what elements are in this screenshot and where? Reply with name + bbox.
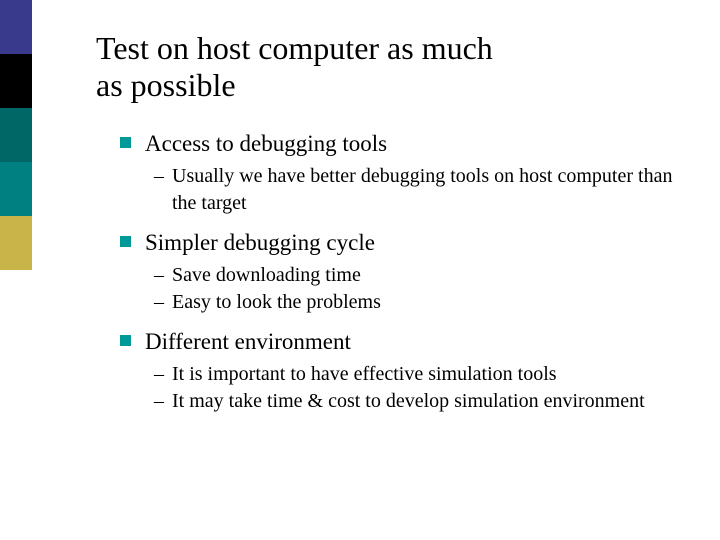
sub-text: Easy to look the problems xyxy=(172,289,381,316)
sidebar-stripe xyxy=(0,162,32,216)
sub-list: –It is important to have effective simul… xyxy=(120,361,696,415)
bullet-item: Simpler debugging cycle –Save downloading… xyxy=(120,227,696,316)
slide-title: Test on host computer as much as possibl… xyxy=(96,30,696,104)
sub-text: Save downloading time xyxy=(172,262,361,289)
bullet-row: Access to debugging tools xyxy=(120,128,696,159)
sidebar-stripe xyxy=(0,216,32,270)
dash-icon: – xyxy=(154,262,164,289)
dash-icon: – xyxy=(154,361,164,388)
bullet-row: Simpler debugging cycle xyxy=(120,227,696,258)
sub-text: Usually we have better debugging tools o… xyxy=(172,163,696,217)
sub-list: –Save downloading time–Easy to look the … xyxy=(120,262,696,316)
square-bullet-icon xyxy=(120,335,131,346)
sub-item: –Easy to look the problems xyxy=(154,289,696,316)
square-bullet-icon xyxy=(120,236,131,247)
dash-icon: – xyxy=(154,163,164,217)
sub-item: –Usually we have better debugging tools … xyxy=(154,163,696,217)
slide-content: Test on host computer as much as possibl… xyxy=(96,30,696,425)
square-bullet-icon xyxy=(120,137,131,148)
sidebar-stripes xyxy=(0,0,32,540)
bullet-text: Different environment xyxy=(145,326,351,357)
bullet-item: Access to debugging tools –Usually we hav… xyxy=(120,128,696,217)
bullet-item: Different environment –It is important to… xyxy=(120,326,696,415)
sub-text: It is important to have effective simula… xyxy=(172,361,557,388)
sidebar-stripe xyxy=(0,108,32,162)
sidebar-stripe xyxy=(0,270,32,540)
sidebar-stripe xyxy=(0,54,32,108)
title-line-2: as possible xyxy=(96,67,236,103)
sub-item: –It is important to have effective simul… xyxy=(154,361,696,388)
dash-icon: – xyxy=(154,289,164,316)
sub-list: –Usually we have better debugging tools … xyxy=(120,163,696,217)
bullet-list: Access to debugging tools–Usually we hav… xyxy=(96,128,696,415)
title-line-1: Test on host computer as much xyxy=(96,30,493,66)
sidebar-stripe xyxy=(0,0,32,54)
bullet-text: Access to debugging tools xyxy=(145,128,387,159)
dash-icon: – xyxy=(154,388,164,415)
bullet-text: Simpler debugging cycle xyxy=(145,227,375,258)
bullet-row: Different environment xyxy=(120,326,696,357)
sub-item: –Save downloading time xyxy=(154,262,696,289)
sub-item: –It may take time & cost to develop simu… xyxy=(154,388,696,415)
sub-text: It may take time & cost to develop simul… xyxy=(172,388,645,415)
